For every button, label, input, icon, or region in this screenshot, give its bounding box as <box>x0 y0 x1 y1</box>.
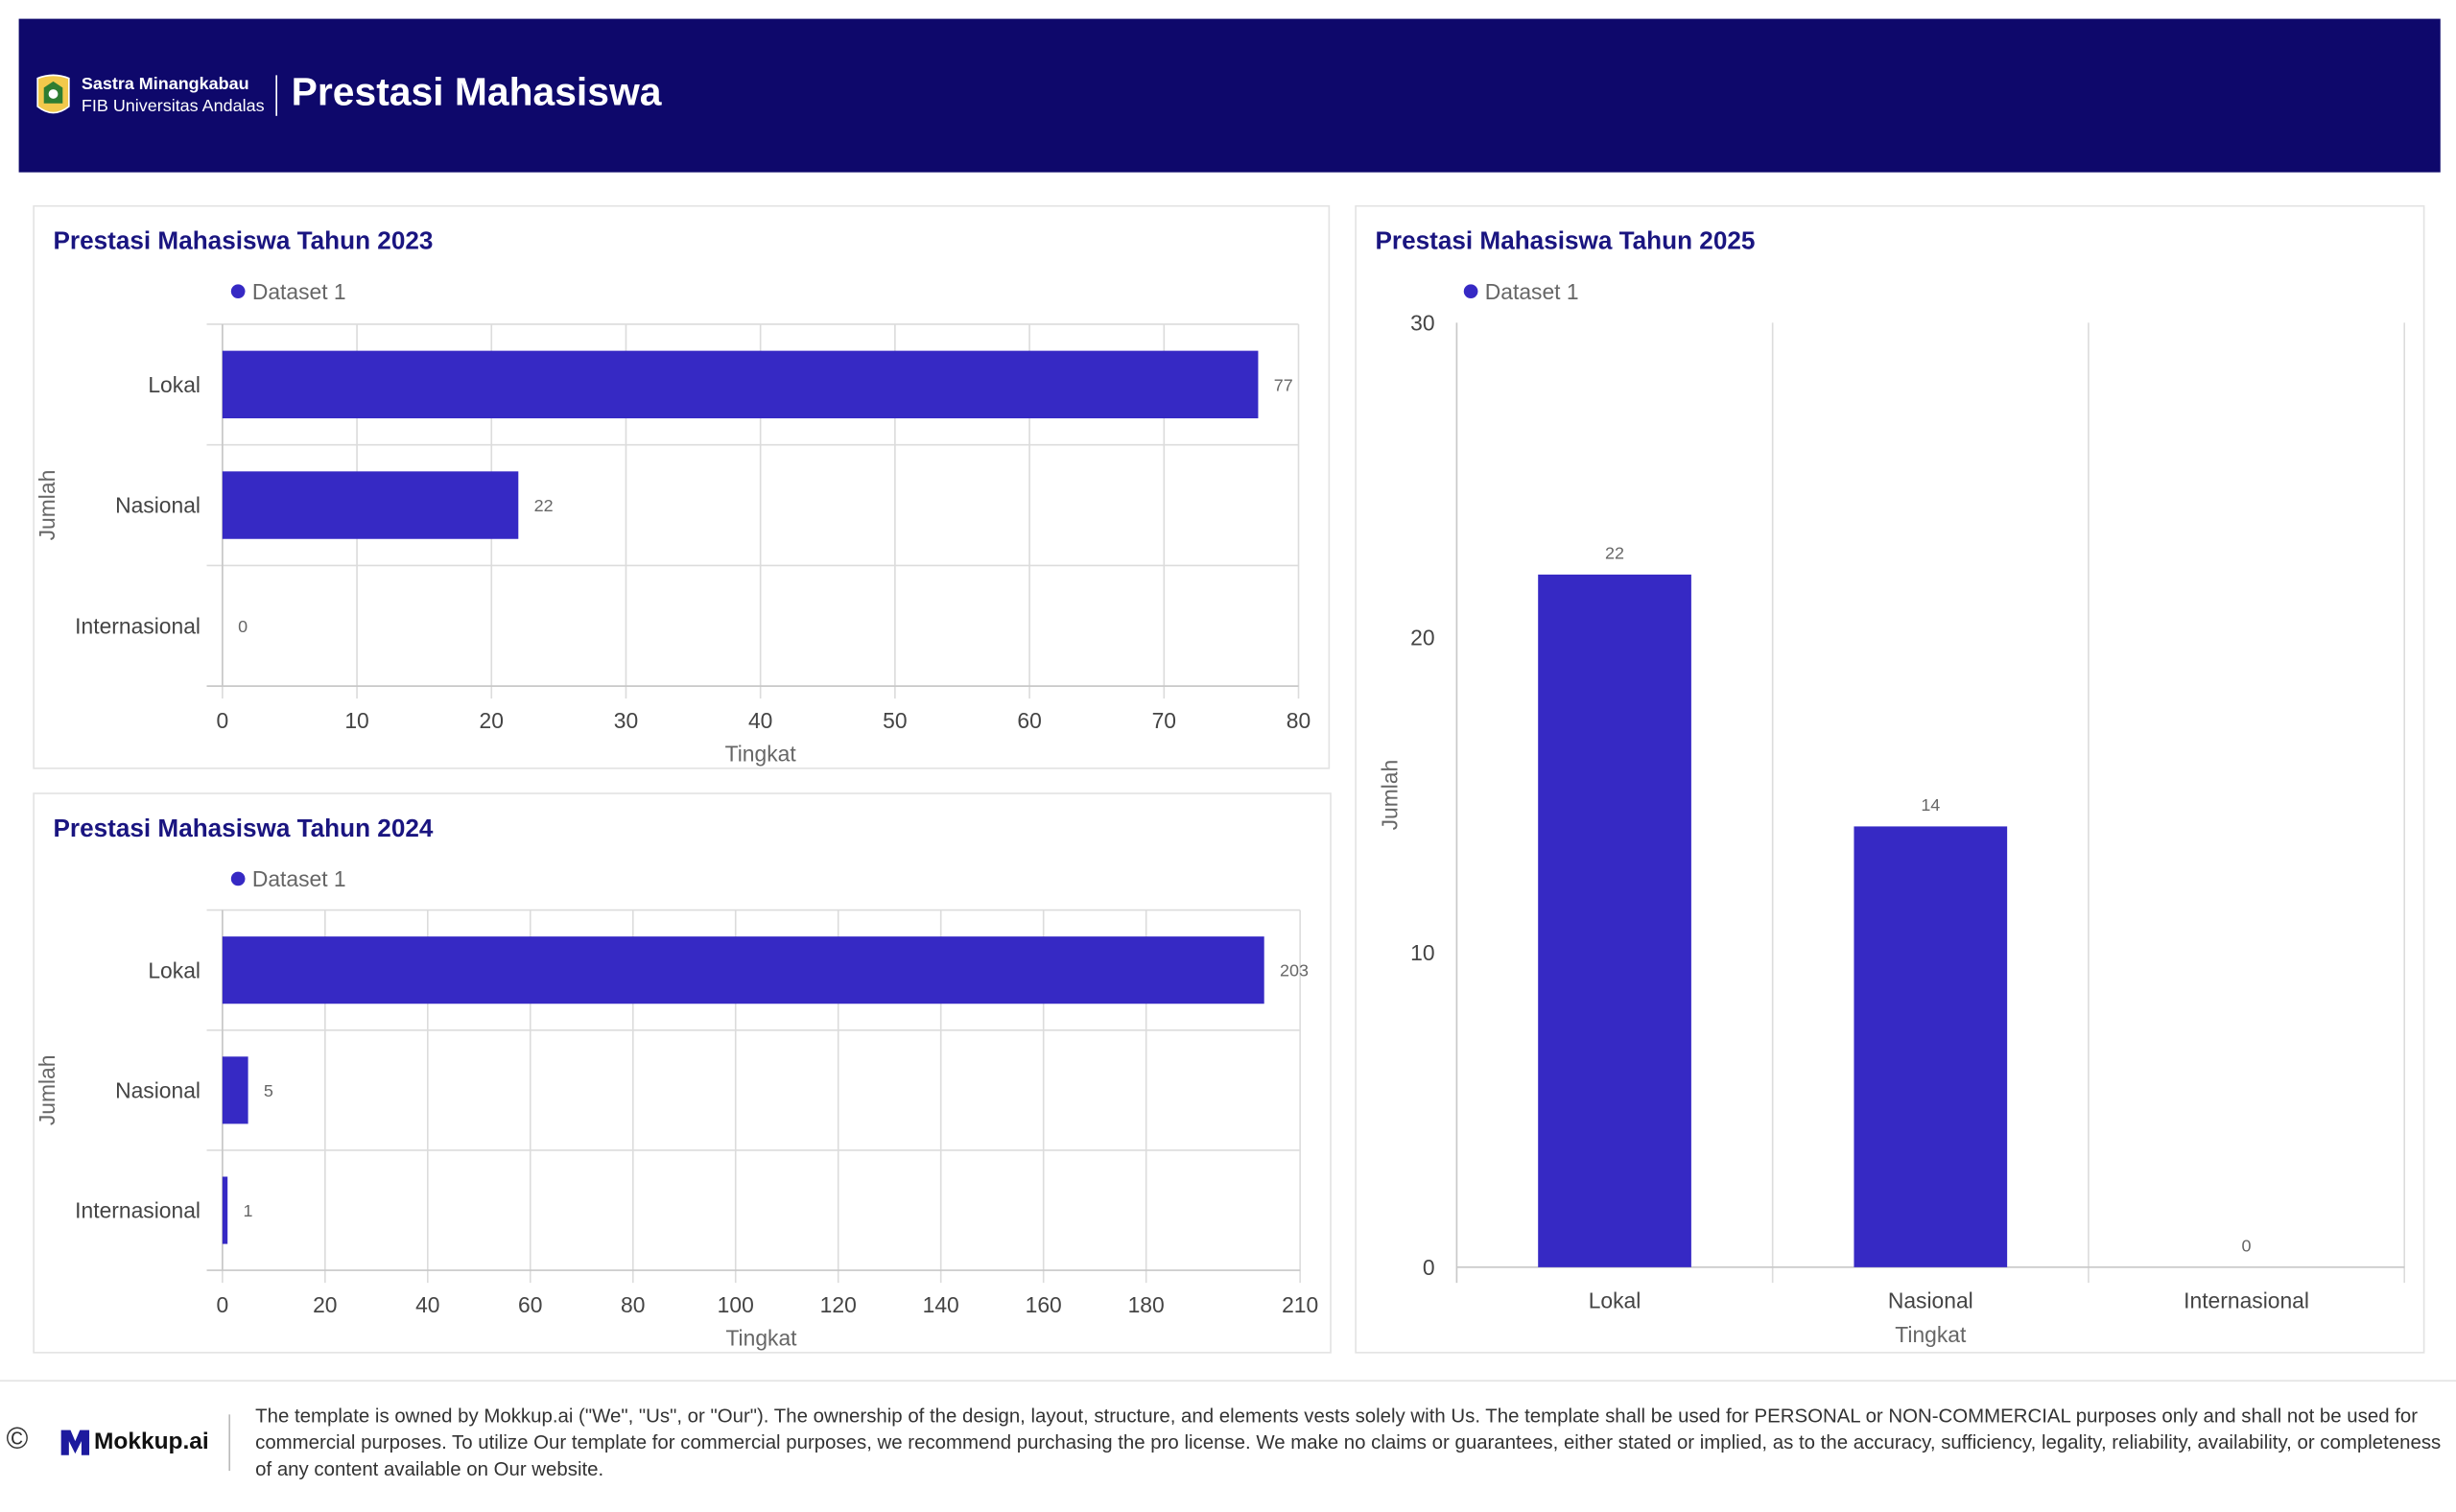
bar-nasional <box>222 471 519 539</box>
y-tick-label-nasional: Nasional <box>115 493 201 518</box>
chart-2025: Dataset 1 0 10 20 30 22 Lokal 14 Nasional 0 Intern… <box>1377 279 2406 1347</box>
x-tick-label: 10 <box>344 708 368 733</box>
bar-lokal <box>222 936 1264 1004</box>
legend-label-0-0: Dataset 1 <box>252 279 346 304</box>
x-tick-label: 100 <box>718 1292 754 1317</box>
x-tick-label: 30 <box>614 708 638 733</box>
x-tick-label: 20 <box>313 1292 337 1317</box>
x-tick-label: 120 <box>820 1292 857 1317</box>
bar-nasional <box>1854 826 2008 1267</box>
data-label-internasional: 0 <box>238 617 248 636</box>
x-tick-label-nasional: Nasional <box>1888 1288 1973 1312</box>
x-tick-label: 40 <box>748 708 772 733</box>
page-title: Prestasi Mahasiswa <box>291 70 662 115</box>
x-tick-label: 20 <box>480 708 504 733</box>
data-label-lokal: 22 <box>1605 544 1624 563</box>
footer-vertical-divider <box>228 1414 231 1472</box>
x-tick-label: 80 <box>1287 708 1311 733</box>
header-bar: Sastra Minangkabau FIB Universitas Andal… <box>18 18 2441 173</box>
brand-name: Sastra Minangkabau <box>81 75 249 94</box>
x-tick-label: 70 <box>1152 708 1176 733</box>
data-label-nasional: 22 <box>534 496 554 515</box>
y-tick-label: 0 <box>1423 1255 1435 1280</box>
x-axis-title: Tingkat <box>1895 1322 1967 1347</box>
x-tick-label: 160 <box>1026 1292 1062 1317</box>
x-tick-label: 210 <box>1282 1292 1318 1317</box>
data-label-nasional: 14 <box>1921 795 1940 815</box>
x-tick-label: 140 <box>923 1292 959 1317</box>
bar-lokal <box>1538 574 1691 1267</box>
chart-2024: Dataset 1 0 20 40 60 80 100 120 140 160 180 210 Loka… <box>35 866 1318 1350</box>
legend-label-2-0: Dataset 1 <box>1485 279 1579 304</box>
x-tick-label-lokal: Lokal <box>1589 1288 1641 1312</box>
chart-2023: Dataset 1 0 10 20 30 40 50 60 70 80 Lokal 77 Nasiona… <box>35 279 1311 767</box>
x-tick-label: 0 <box>216 1292 228 1317</box>
data-label-nasional: 5 <box>264 1081 273 1100</box>
brand-subtitle: FIB Universitas Andalas <box>81 97 265 116</box>
footer-disclaimer: The template is owned by Mokkup.ai ("We"… <box>255 1405 2442 1480</box>
y-tick-label: 30 <box>1410 310 1434 335</box>
chart-card-2024: Prestasi Mahasiswa Tahun 2024 Dataset 1 0… <box>33 792 1332 1354</box>
chart-card-2025: Prestasi Mahasiswa Tahun 2025 Dataset 1 0… <box>1355 204 2425 1354</box>
bar-internasional <box>222 1176 228 1244</box>
x-axis-title: Tingkat <box>725 741 797 766</box>
data-label-internasional: 1 <box>244 1201 253 1220</box>
y-tick-label-internasional: Internasional <box>75 613 201 638</box>
x-tick-label: 0 <box>216 708 228 733</box>
legend-marker-0-0 <box>230 284 246 299</box>
y-tick-label: 20 <box>1410 626 1434 650</box>
x-tick-label: 60 <box>1017 708 1041 733</box>
y-tick-label-nasional: Nasional <box>115 1078 201 1103</box>
bar-lokal <box>222 350 1259 419</box>
x-tick-label-internasional: Internasional <box>2184 1288 2309 1312</box>
header-divider <box>275 75 277 116</box>
mokkup-brand-link[interactable]: Mokkup.ai <box>93 1429 209 1455</box>
data-label-lokal: 203 <box>1280 961 1309 980</box>
y-axis-title: Jumlah <box>35 470 59 541</box>
data-label-lokal: 77 <box>1274 375 1293 394</box>
university-logo-icon <box>36 74 70 114</box>
y-axis-title: Jumlah <box>35 1055 59 1126</box>
y-tick-label-lokal: Lokal <box>148 372 201 397</box>
y-tick-label-lokal: Lokal <box>148 957 201 982</box>
data-label-internasional: 0 <box>2242 1237 2252 1256</box>
legend-marker-2-0 <box>1463 284 1478 299</box>
x-tick-label: 80 <box>621 1292 645 1317</box>
y-tick-label-internasional: Internasional <box>75 1198 201 1223</box>
x-tick-label: 50 <box>883 708 907 733</box>
chart-card-2023: Prestasi Mahasiswa Tahun 2023 Dataset 1 0… <box>33 204 1331 769</box>
y-tick-label: 10 <box>1410 940 1434 965</box>
footer-divider <box>0 1380 2456 1382</box>
chart-title-2025: Prestasi Mahasiswa Tahun 2025 <box>1375 228 1756 256</box>
legend-label-1-0: Dataset 1 <box>252 866 346 891</box>
x-axis-title: Tingkat <box>725 1325 797 1350</box>
x-tick-label: 60 <box>518 1292 542 1317</box>
mokkup-logo-icon <box>60 1429 90 1455</box>
chart-title-2023: Prestasi Mahasiswa Tahun 2023 <box>53 228 434 256</box>
y-axis-title: Jumlah <box>1377 760 1402 831</box>
x-tick-label: 180 <box>1128 1292 1165 1317</box>
x-tick-label: 40 <box>415 1292 439 1317</box>
legend-marker-1-0 <box>230 871 246 886</box>
copyright-icon: © <box>6 1424 29 1457</box>
bar-nasional <box>222 1056 248 1124</box>
chart-title-2024: Prestasi Mahasiswa Tahun 2024 <box>53 815 434 843</box>
